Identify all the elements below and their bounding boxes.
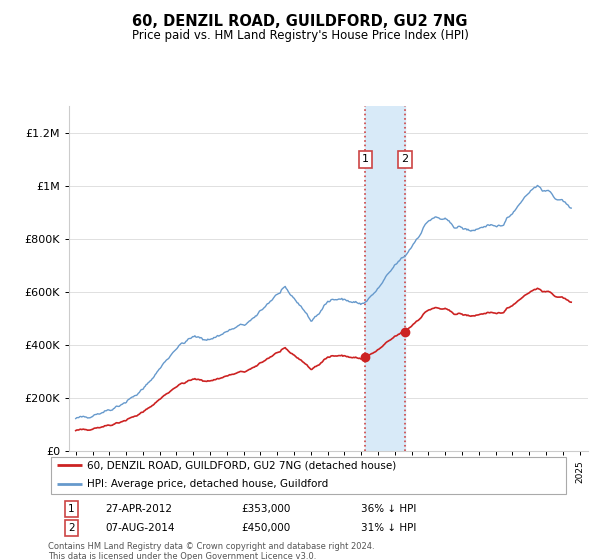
Text: 1: 1 xyxy=(362,155,369,165)
Text: 27-APR-2012: 27-APR-2012 xyxy=(106,505,172,514)
Text: 60, DENZIL ROAD, GUILDFORD, GU2 7NG (detached house): 60, DENZIL ROAD, GUILDFORD, GU2 7NG (det… xyxy=(87,460,397,470)
Text: £450,000: £450,000 xyxy=(241,523,290,533)
Text: 1: 1 xyxy=(68,505,75,514)
Text: Price paid vs. HM Land Registry's House Price Index (HPI): Price paid vs. HM Land Registry's House … xyxy=(131,29,469,42)
Text: 07-AUG-2014: 07-AUG-2014 xyxy=(106,523,175,533)
Bar xyxy=(365,106,404,451)
Text: 36% ↓ HPI: 36% ↓ HPI xyxy=(361,505,416,514)
FancyBboxPatch shape xyxy=(50,458,566,493)
Text: 2: 2 xyxy=(68,523,75,533)
Text: 31% ↓ HPI: 31% ↓ HPI xyxy=(361,523,416,533)
Text: Contains HM Land Registry data © Crown copyright and database right 2024.
This d: Contains HM Land Registry data © Crown c… xyxy=(48,542,374,560)
Text: 60, DENZIL ROAD, GUILDFORD, GU2 7NG: 60, DENZIL ROAD, GUILDFORD, GU2 7NG xyxy=(132,14,468,29)
Text: HPI: Average price, detached house, Guildford: HPI: Average price, detached house, Guil… xyxy=(87,479,328,489)
Text: £353,000: £353,000 xyxy=(241,505,290,514)
Text: 2: 2 xyxy=(401,155,408,165)
